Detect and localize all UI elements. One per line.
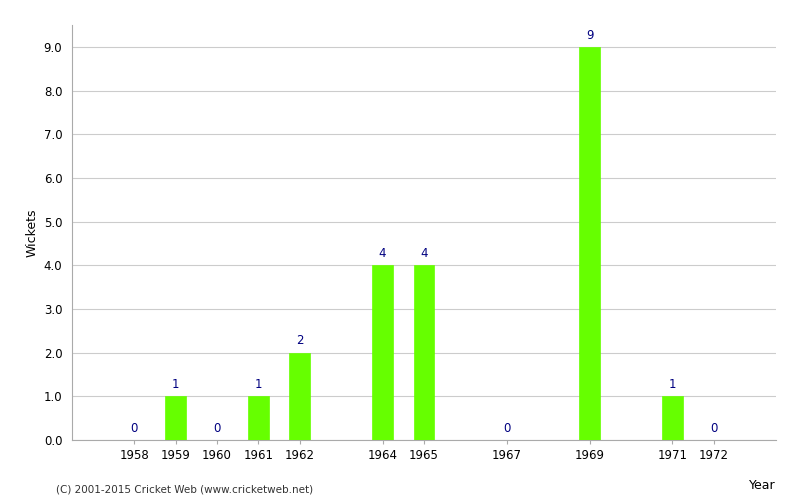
- Bar: [290, 352, 310, 440]
- Text: 0: 0: [710, 422, 718, 435]
- Text: 4: 4: [379, 247, 386, 260]
- Bar: [414, 266, 434, 440]
- Bar: [579, 47, 600, 440]
- Text: 1: 1: [254, 378, 262, 391]
- Text: Year: Year: [750, 479, 776, 492]
- Y-axis label: Wickets: Wickets: [25, 208, 38, 257]
- Text: 1: 1: [669, 378, 676, 391]
- Text: 9: 9: [586, 28, 594, 42]
- Text: 0: 0: [214, 422, 221, 435]
- Text: 1: 1: [172, 378, 179, 391]
- Bar: [165, 396, 186, 440]
- Bar: [248, 396, 269, 440]
- Text: 0: 0: [130, 422, 138, 435]
- Text: 0: 0: [503, 422, 510, 435]
- Bar: [372, 266, 393, 440]
- Text: (C) 2001-2015 Cricket Web (www.cricketweb.net): (C) 2001-2015 Cricket Web (www.cricketwe…: [56, 485, 313, 495]
- Text: 4: 4: [420, 247, 428, 260]
- Text: 2: 2: [296, 334, 303, 347]
- Bar: [662, 396, 683, 440]
